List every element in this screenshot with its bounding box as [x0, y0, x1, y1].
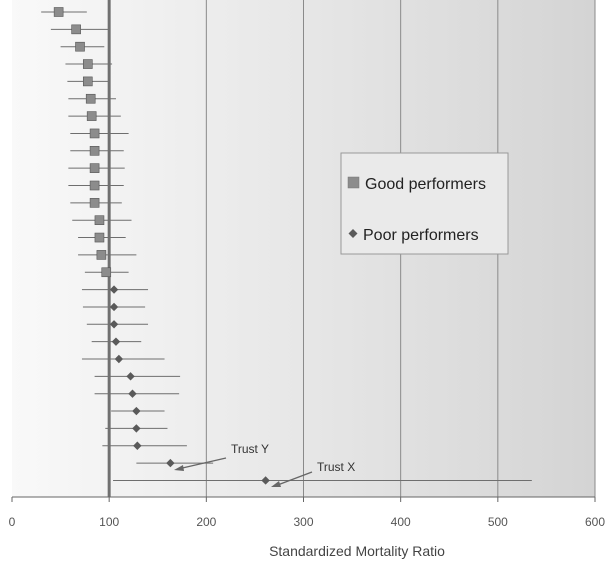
point-good-performers-7 — [86, 111, 97, 121]
point-poor-performers-4 — [111, 337, 121, 346]
point-good-performers-6 — [85, 93, 96, 104]
point-good-performers-4 — [82, 59, 93, 69]
point-good-performers-15 — [96, 250, 107, 260]
annotation-trust-y-arrow — [177, 457, 227, 470]
point-good-performers-8 — [89, 128, 100, 139]
point-poor-performers-7 — [128, 389, 137, 398]
x-tick-label-200: 200 — [196, 515, 216, 529]
point-good-performers-11 — [89, 180, 100, 191]
point-good-performers-13 — [94, 215, 105, 225]
point-poor-performers-5 — [114, 354, 124, 364]
annotation-trust-y: Trust Y — [174, 442, 269, 471]
x-tick-label-400: 400 — [391, 515, 411, 529]
x-tick-label-0: 0 — [9, 515, 16, 529]
point-poor-performers-8 — [132, 406, 141, 416]
legend-box — [340, 152, 509, 255]
point-good-performers-1 — [53, 7, 64, 17]
point-good-performers-2 — [71, 24, 81, 35]
point-poor-performers-6 — [126, 372, 135, 381]
point-good-performers-16 — [101, 267, 112, 278]
legend: Good performers Poor performers — [340, 152, 509, 255]
x-axis-ticks: 0 100 200 300 400 500 600 — [9, 497, 605, 529]
annotation-trust-x-label: Trust X — [317, 460, 355, 474]
annotation-trust-y-label: Trust Y — [231, 442, 269, 456]
legend-good-performers-label: Good performers — [365, 176, 486, 193]
point-good-performers-10 — [89, 163, 100, 173]
point-poor-performers-10 — [133, 441, 142, 450]
data-markers — [53, 7, 270, 485]
annotation-trust-x-arrow — [274, 471, 313, 487]
point-poor-performers-11 — [166, 458, 175, 468]
x-tick-label-300: 300 — [293, 515, 313, 529]
point-good-performers-9 — [89, 146, 100, 156]
x-tick-label-500: 500 — [488, 515, 508, 529]
x-axis-title: Standardized Mortality Ratio — [269, 543, 445, 559]
legend-poor-performers-label: Poor performers — [363, 227, 479, 244]
point-poor-performers-12 — [261, 476, 270, 485]
legend-good-performers-marker — [347, 176, 360, 189]
legend-poor-performers-marker — [348, 229, 358, 238]
x-tick-label-100: 100 — [99, 515, 119, 529]
annotation-trust-x: Trust X — [271, 460, 355, 487]
point-good-performers-14 — [94, 232, 105, 243]
point-good-performers-5 — [82, 76, 93, 87]
point-poor-performers-1 — [109, 285, 119, 294]
point-poor-performers-2 — [109, 302, 119, 312]
point-poor-performers-3 — [109, 320, 119, 329]
point-good-performers-12 — [89, 198, 100, 208]
annotation-trust-y-arrowhead — [174, 465, 184, 471]
point-good-performers-3 — [75, 41, 85, 52]
x-tick-label-600: 600 — [585, 515, 605, 529]
point-poor-performers-9 — [132, 424, 141, 433]
annotation-trust-x-arrowhead — [271, 481, 281, 487]
